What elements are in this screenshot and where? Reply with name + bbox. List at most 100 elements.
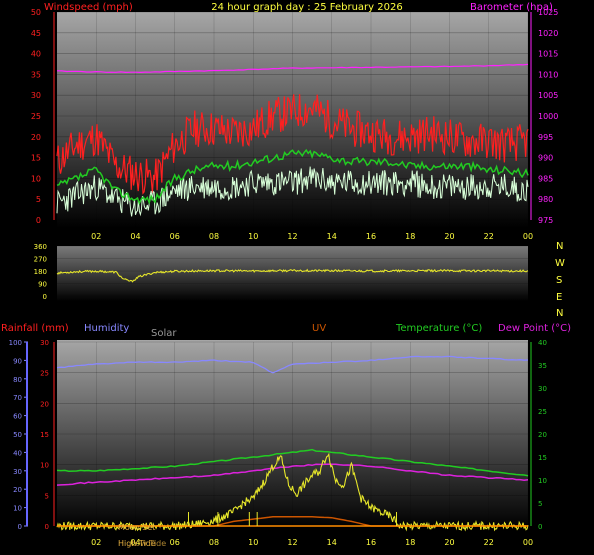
rainfall-tick-label: 0	[45, 523, 49, 531]
humidity-tick-label: 30	[13, 468, 22, 476]
barometer-tick-label: 975	[538, 216, 553, 225]
wind-x-tick-label: 14	[327, 232, 337, 241]
high-tide-annotation: High Tide	[118, 539, 156, 548]
barometer-tick-label: 990	[538, 154, 553, 163]
wind-x-tick-label: 18	[405, 232, 415, 241]
barometer-tick-label: 1025	[538, 8, 558, 17]
humidity-tick-label: 50	[13, 431, 22, 439]
humidity-tick-label: 100	[9, 339, 22, 347]
rainfall-tick-label: 10	[40, 462, 49, 470]
windspeed-tick-label: 25	[31, 112, 41, 121]
moon-set-annotation: Moon Set	[118, 523, 155, 532]
windspeed-tick-label: 15	[31, 154, 41, 163]
average-wind-series	[56, 148, 529, 206]
wind-x-tick-label: 02	[91, 232, 101, 241]
climate-plot-area	[57, 340, 528, 528]
rainfall-tick-label: 30	[40, 339, 49, 347]
temperature-tick-label: 5	[538, 500, 542, 508]
dewpoint-series	[56, 463, 529, 486]
barometer-tick-label: 1000	[538, 112, 558, 121]
windspeed-tick-label: 5	[36, 195, 41, 204]
solar-series	[56, 452, 529, 532]
rainfall-tick-label: 20	[40, 400, 49, 408]
climate-x-tick-label: 18	[405, 538, 415, 547]
direction-tick-label: 180	[34, 268, 47, 276]
rainfall-axis-label: Rainfall (mm)	[1, 323, 69, 334]
rainfall-tick-label: 25	[40, 370, 49, 378]
barometer-tick-label: 980	[538, 195, 553, 204]
climate-x-tick-label: 04	[130, 538, 140, 547]
temperature-axis-label: Temperature (°C)	[395, 323, 482, 334]
windspeed-tick-label: 45	[31, 29, 41, 38]
wind-direction-series	[56, 268, 529, 283]
compass-west: W	[555, 258, 565, 269]
wind-x-tick-label: 06	[170, 232, 180, 241]
windspeed-tick-label: 50	[31, 8, 41, 17]
wind-plot-area	[57, 12, 528, 228]
direction-plot-area	[57, 246, 528, 301]
temperature-tick-label: 20	[538, 431, 547, 439]
wind-x-tick-label: 10	[248, 232, 258, 241]
climate-x-tick-label: 14	[327, 538, 337, 547]
climate-x-tick-label: 08	[209, 538, 219, 547]
temperature-series	[56, 448, 529, 477]
wind-x-tick-label: 20	[444, 232, 454, 241]
wind-x-tick-label: 16	[366, 232, 376, 241]
humidity-tick-label: 20	[13, 486, 22, 494]
direction-tick-label: 360	[34, 243, 47, 251]
rainfall-tick-label: 5	[45, 492, 49, 500]
climate-x-tick-label: 06	[170, 538, 180, 547]
climate-x-tick-label: 10	[248, 538, 258, 547]
humidity-tick-label: 80	[13, 376, 22, 384]
wind-x-tick-label: 08	[209, 232, 219, 241]
low-tide-annotation: Low Tide	[131, 539, 166, 548]
direction-tick-label: 270	[34, 256, 47, 264]
climate-x-tick-label: 20	[444, 538, 454, 547]
barometer-tick-label: 1005	[538, 91, 558, 100]
climate-x-tick-label: 00	[523, 538, 533, 547]
humidity-tick-label: 40	[13, 449, 22, 457]
temperature-tick-label: 15	[538, 454, 547, 462]
barometer-tick-label: 1020	[538, 29, 558, 38]
climate-x-tick-label: 22	[484, 538, 494, 547]
dewpoint-axis-label: Dew Point (°C)	[498, 323, 571, 334]
wind-x-tick-label: 04	[130, 232, 140, 241]
barometer-tick-label: 1015	[538, 50, 558, 59]
windspeed-tick-label: 0	[36, 216, 41, 225]
wind-series	[56, 166, 529, 217]
humidity-series	[56, 355, 529, 374]
compass-east: E	[556, 292, 562, 303]
climate-x-tick-label: 02	[91, 538, 101, 547]
compass-south: S	[556, 275, 562, 286]
windspeed-tick-label: 20	[31, 133, 41, 142]
windspeed-tick-label: 10	[31, 174, 41, 183]
windspeed-tick-label: 40	[31, 50, 41, 59]
humidity-tick-label: 0	[18, 523, 22, 531]
barometer-tick-label: 1010	[538, 70, 558, 79]
temperature-tick-label: 25	[538, 408, 547, 416]
wind-x-tick-label: 00	[523, 232, 533, 241]
humidity-tick-label: 10	[13, 505, 22, 513]
direction-tick-label: 0	[43, 293, 47, 301]
temperature-tick-label: 30	[538, 385, 547, 393]
gust-series	[56, 94, 529, 195]
barometer-axis-label: Barometer (hpa)	[470, 2, 553, 13]
compass-north-top: N	[556, 241, 563, 252]
climate-x-tick-label: 16	[366, 538, 376, 547]
temperature-tick-label: 0	[538, 523, 542, 531]
windspeed-tick-label: 35	[31, 70, 41, 79]
barometer-tick-label: 985	[538, 174, 553, 183]
rainfall-tick-label: 15	[40, 431, 49, 439]
humidity-tick-label: 70	[13, 394, 22, 402]
direction-tick-label: 90	[38, 281, 47, 289]
wind-x-tick-label: 12	[287, 232, 297, 241]
uv-label: UV	[312, 323, 326, 334]
barometer-tick-label: 995	[538, 133, 553, 142]
humidity-tick-label: 90	[13, 357, 22, 365]
climate-x-tick-label: 12	[287, 538, 297, 547]
humidity-tick-label: 60	[13, 413, 22, 421]
humidity-axis-label: Humidity	[84, 323, 129, 334]
barometer-series	[56, 63, 529, 74]
solar-label: Solar	[151, 328, 177, 339]
